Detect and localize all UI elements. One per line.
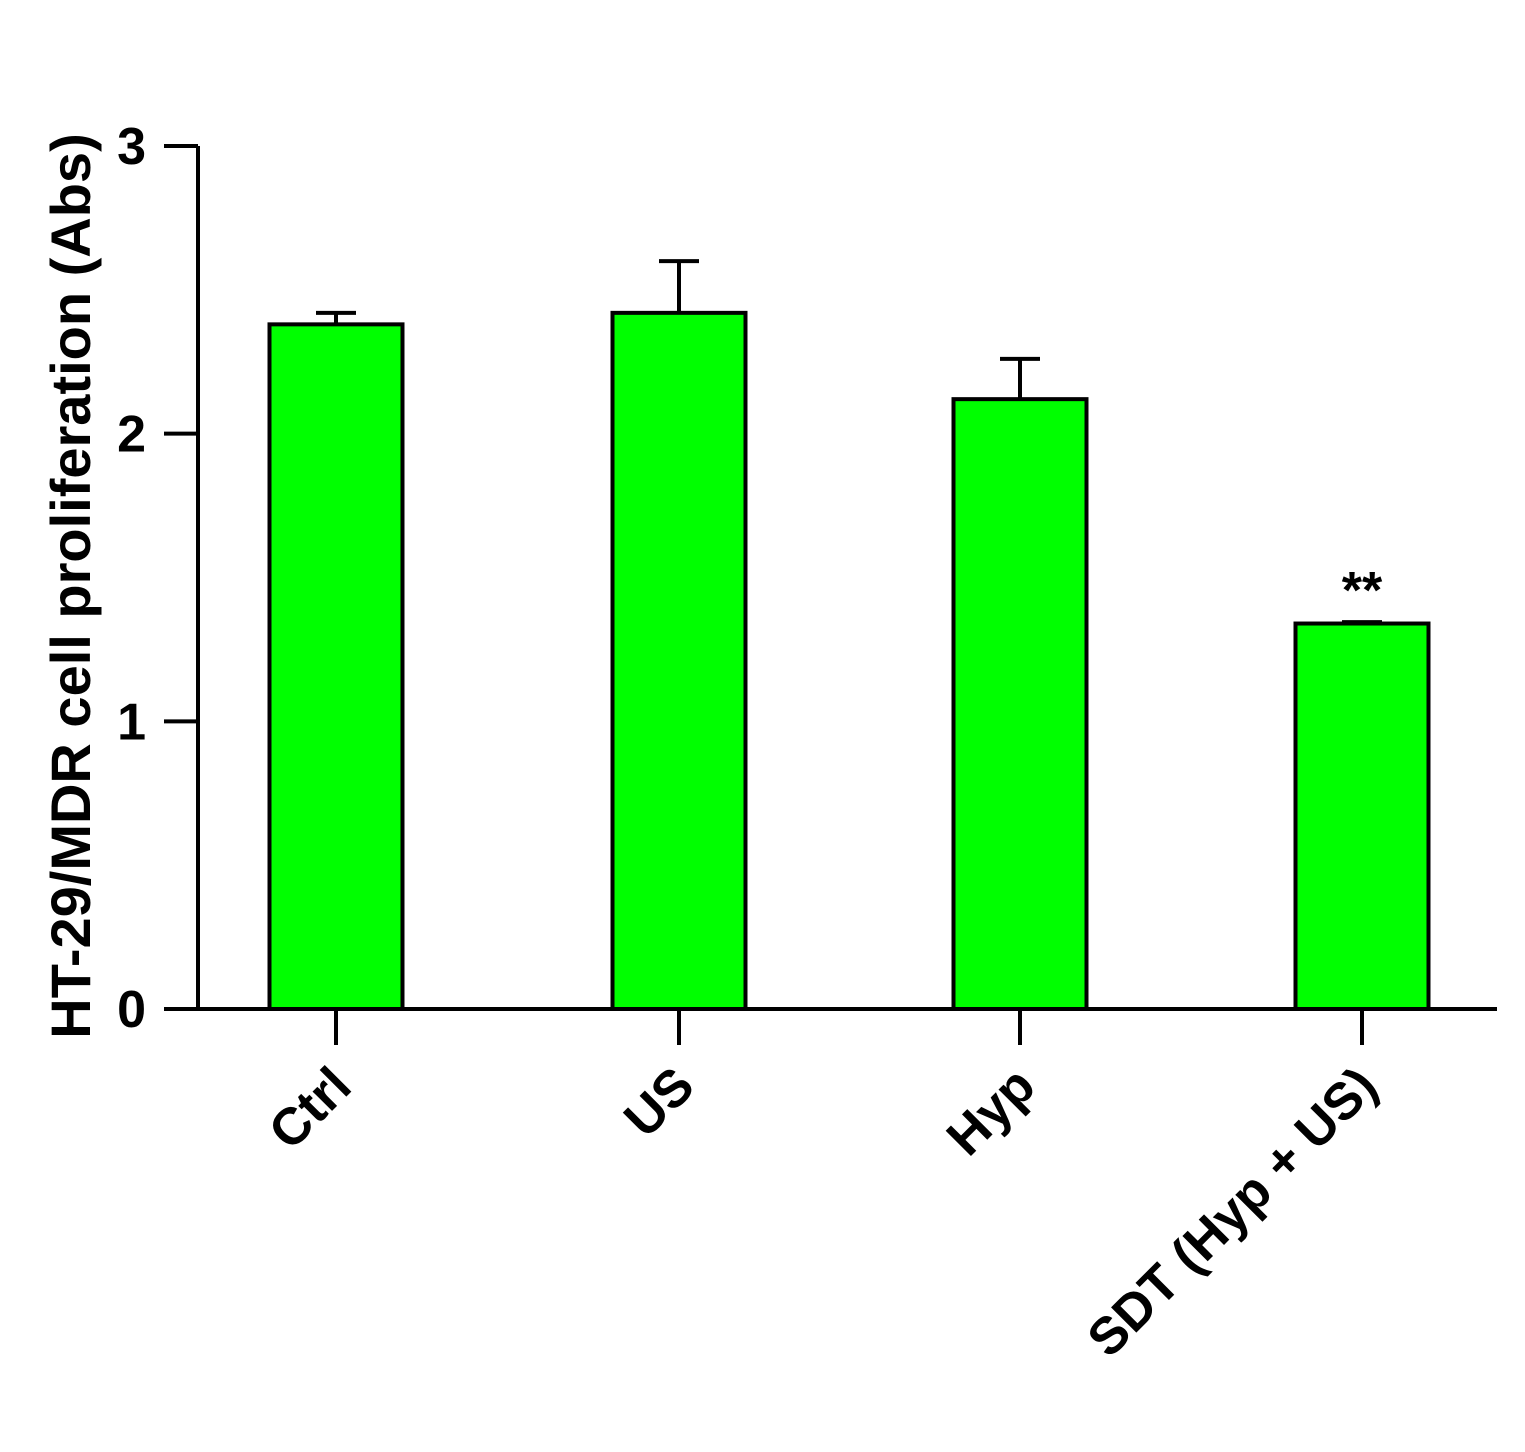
annotations-layer: ** <box>1342 562 1383 620</box>
bar-3 <box>1293 621 1431 1011</box>
bar-1 <box>610 310 748 1011</box>
axes-layer <box>164 146 1497 1011</box>
y-tick-label-0: 0 <box>117 981 146 1039</box>
x-tick-label-2: Hyp <box>936 1056 1046 1166</box>
x-tick-label-3: SDT (Hyp + US) <box>1077 1056 1389 1368</box>
bars-layer <box>267 310 1431 1011</box>
bar-2 <box>951 397 1089 1011</box>
x-tick-label-0: Ctrl <box>258 1056 362 1160</box>
y-tick-label-2: 2 <box>117 406 146 464</box>
x-tick-label-1: US <box>613 1056 705 1148</box>
x-ticks-layer: Ctrl US Hyp SDT (Hyp + US) <box>258 1009 1388 1368</box>
y-axis-title: HT-29/MDR cell proliferation (Abs) <box>39 133 102 1038</box>
y-ticks-layer: 0 1 2 3 <box>117 118 198 1039</box>
error-bars-layer <box>316 259 1382 625</box>
y-tick-label-1: 1 <box>117 693 146 751</box>
y-tick-label-3: 3 <box>117 118 146 176</box>
bar-0 <box>267 322 405 1011</box>
significance-annotation-3: ** <box>1342 562 1383 620</box>
